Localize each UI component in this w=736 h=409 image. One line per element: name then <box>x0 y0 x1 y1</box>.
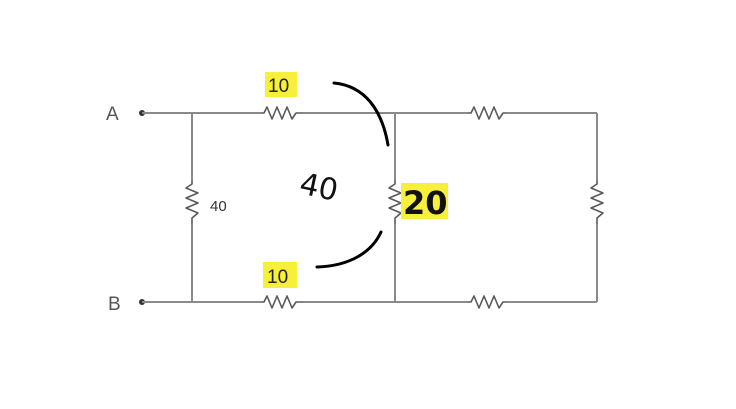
resistor-top-left <box>260 106 303 120</box>
resistor-shunt-left-value: 40 <box>210 198 227 215</box>
resistor-bottom-left <box>260 295 303 309</box>
resistor-top-left-value: 10 <box>268 76 289 97</box>
resistor-top-right <box>467 106 507 120</box>
annotation-combined-value: 40 <box>296 167 341 209</box>
resistor-right <box>590 180 604 224</box>
highlight-top-left <box>265 72 297 97</box>
resistor-middle <box>388 180 402 224</box>
highlight-middle <box>401 183 448 219</box>
resistor-middle-value: 20 <box>403 184 448 222</box>
resistor-bottom-left-value: 10 <box>267 267 288 288</box>
resistor-bottom-right <box>467 295 507 309</box>
node-b-label: B <box>108 294 121 315</box>
annotation-arc-top <box>332 81 390 147</box>
highlight-bottom-left <box>263 262 297 288</box>
node-a-label: A <box>106 104 119 125</box>
annotation-arc-bottom <box>315 230 383 269</box>
resistor-shunt-left <box>185 180 199 224</box>
